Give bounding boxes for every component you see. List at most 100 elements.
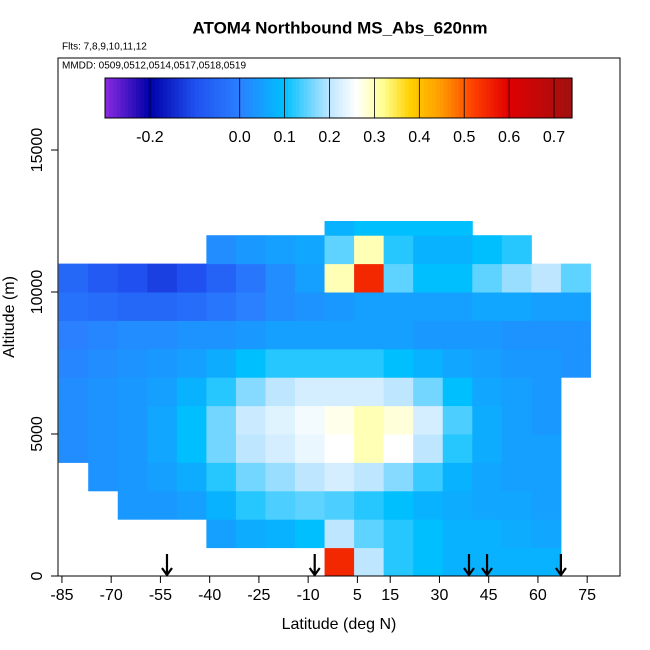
colorbar-swatch: [291, 78, 297, 118]
heatmap-cell: [354, 519, 385, 549]
heatmap-cell: [206, 263, 237, 293]
colorbar-swatch: [525, 78, 530, 118]
heatmap-cell: [206, 320, 237, 350]
heatmap-cell: [235, 320, 266, 350]
heatmap-cell: [383, 490, 414, 520]
x-tick-label: 5: [353, 587, 362, 604]
heatmap-cell: [531, 405, 562, 435]
heatmap-cell: [176, 320, 207, 350]
colorbar-swatch: [217, 78, 223, 118]
heatmap-cell: [383, 405, 414, 435]
colorbar-swatch: [361, 78, 367, 118]
heatmap-cell: [324, 377, 355, 407]
heatmap-cell: [383, 320, 414, 350]
colorbar-swatch: [517, 78, 523, 118]
heatmap-cell: [501, 377, 532, 407]
x-tick-label: 60: [529, 587, 547, 604]
heatmap-cell: [176, 490, 207, 520]
colorbar-swatch: [167, 78, 172, 118]
heatmap-cell: [354, 434, 385, 463]
colorbar-swatch: [396, 78, 402, 118]
heatmap-cell: [560, 320, 591, 350]
colorbar-swatch: [299, 78, 305, 118]
colorbar-swatch: [256, 78, 262, 118]
heatmap-cell: [206, 377, 237, 407]
colorbar-swatch: [431, 78, 437, 118]
colorbar-swatch: [326, 78, 332, 118]
heatmap-cell: [413, 519, 444, 549]
x-tick-label: -85: [50, 587, 73, 604]
colorbar-swatch: [198, 78, 203, 118]
heatmap-cell: [501, 263, 532, 293]
colorbar-swatch: [556, 78, 561, 118]
heatmap-cell: [265, 462, 296, 492]
heatmap-cell: [88, 405, 119, 435]
colorbar-swatch: [420, 78, 425, 118]
x-tick-label: -55: [149, 587, 172, 604]
heatmap-cell: [383, 235, 414, 265]
colorbar-swatch: [357, 78, 363, 118]
colorbar-swatch: [108, 78, 114, 118]
heatmap-cell: [324, 434, 355, 463]
colorbar-swatch: [178, 78, 184, 118]
heatmap-cell: [531, 547, 562, 577]
colorbar-swatch: [533, 78, 538, 118]
colorbar-tick-label: 0.4: [408, 129, 430, 146]
colorbar-tick-label: 0.6: [498, 129, 520, 146]
colorbar-swatch: [159, 78, 164, 118]
heatmap-cell: [501, 235, 532, 265]
colorbar-swatch: [385, 78, 390, 118]
colorbar-swatch: [272, 78, 277, 118]
colorbar-swatch: [404, 78, 410, 118]
heatmap-cell: [442, 292, 473, 321]
heatmap-cell: [442, 519, 473, 549]
heatmap-cell: [442, 235, 473, 265]
heatmap-cell: [147, 405, 178, 435]
colorbar-swatch: [120, 78, 126, 118]
colorbar-swatch: [303, 78, 308, 118]
heatmap-cell: [176, 348, 207, 378]
colorbar-swatch: [346, 78, 351, 118]
colorbar-swatch: [377, 78, 382, 118]
x-tick-label: 30: [431, 587, 449, 604]
heatmap-cell: [265, 434, 296, 463]
colorbar-swatch: [186, 78, 192, 118]
heatmap-cell: [88, 462, 119, 492]
heatmap-cell: [413, 292, 444, 321]
colorbar-tick-label: 0.5: [453, 129, 475, 146]
heatmap-cell: [560, 348, 591, 378]
heatmap-cell: [383, 462, 414, 492]
heatmap-cell: [147, 348, 178, 378]
heatmap-cell: [324, 547, 355, 577]
colorbar-swatch: [513, 78, 519, 118]
colorbar-swatch: [260, 78, 266, 118]
colorbar-swatch: [521, 78, 526, 118]
colorbar-swatch: [124, 78, 129, 118]
heatmap-cell: [560, 263, 591, 293]
heatmap-cell: [235, 348, 266, 378]
arrow: [481, 554, 493, 577]
heatmap-cell: [117, 263, 148, 293]
colorbar-swatch: [373, 78, 379, 118]
colorbar-swatch: [435, 78, 441, 118]
heatmap-cell: [265, 320, 296, 350]
heatmap-cell: [265, 235, 296, 265]
heatmap-cell: [295, 235, 326, 265]
colorbar-swatch: [315, 78, 320, 118]
colorbar-swatch: [424, 78, 429, 118]
heatmap-cell: [117, 377, 148, 407]
heatmap-cell: [442, 320, 473, 350]
heatmap-cell: [501, 434, 532, 463]
heatmap-cell: [88, 377, 119, 407]
heatmap-cell: [88, 348, 119, 378]
colorbar-swatch: [338, 78, 343, 118]
colorbar-swatch: [276, 78, 281, 118]
heatmap-cell: [501, 519, 532, 549]
heatmap-cell: [413, 462, 444, 492]
heatmap-cell: [324, 462, 355, 492]
heatmap-cell: [147, 263, 178, 293]
heatmap-cell: [295, 490, 326, 520]
heatmap-cell: [442, 377, 473, 407]
heatmap-cell: [265, 519, 296, 549]
